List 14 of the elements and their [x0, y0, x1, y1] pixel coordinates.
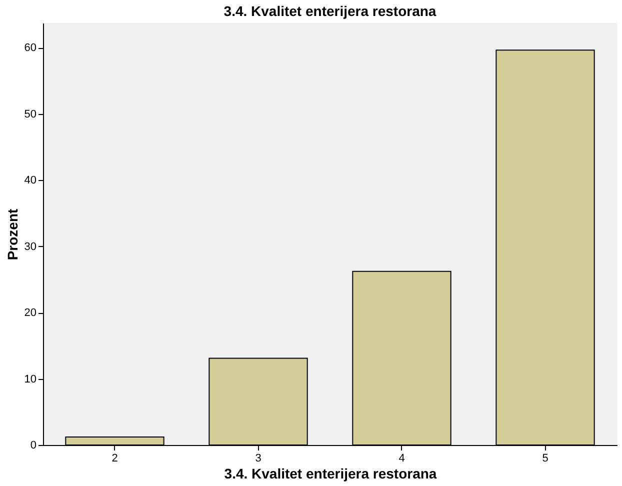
x-tick-label: 5 [542, 452, 548, 464]
y-axis-title: Prozent [4, 208, 20, 260]
y-tick-label: 30 [24, 240, 36, 253]
x-axis-title: 3.4. Kvalitet enterijera restorana [224, 466, 437, 482]
y-tick-label: 20 [24, 307, 36, 320]
x-tick-label: 2 [112, 452, 118, 464]
y-tick-label: 40 [24, 174, 36, 187]
x-tick-label: 3 [255, 452, 262, 464]
y-tick-label: 0 [30, 440, 36, 452]
y-tick-label: 60 [24, 42, 36, 54]
y-tick-label: 10 [24, 373, 36, 386]
chart-title: 3.4. Kvalitet enterijera restorana [224, 3, 436, 19]
y-tick-label: 50 [24, 108, 36, 120]
x-tick-label: 4 [398, 452, 405, 464]
